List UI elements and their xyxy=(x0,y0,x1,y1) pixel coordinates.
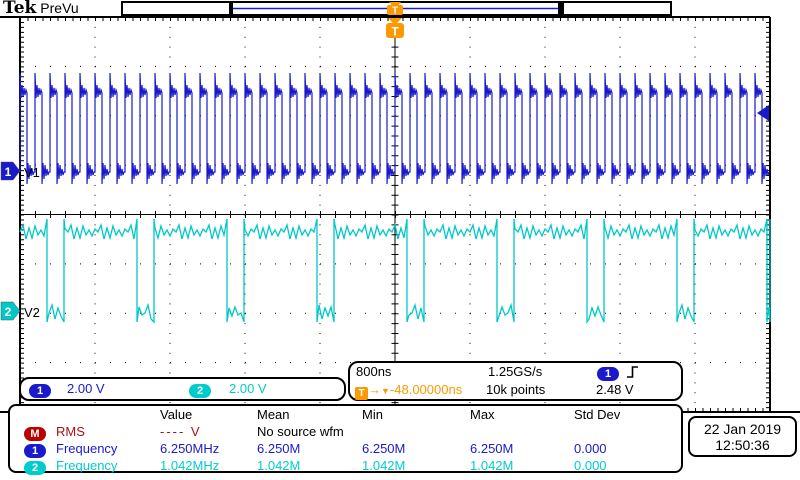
ch2-position-marker[interactable]: 2 xyxy=(0,301,21,321)
ch1-badge-icon: 1 xyxy=(24,444,46,458)
arrow-right-icon: → xyxy=(368,382,381,397)
record-length: 10k points xyxy=(486,382,546,397)
measurement-name: Frequency xyxy=(56,458,118,473)
window-bracket-right[interactable] xyxy=(558,2,564,15)
measurement-value: 1.042MHz xyxy=(160,458,220,473)
measurement-row-ch2-frequency[interactable]: 2 Frequency 1.042MHz 1.042M 1.042M 1.042… xyxy=(10,458,681,475)
horizontal-trigger-readout-box: 800ns 1.25GS/s 1 T →▼-48.00000ns 10k poin… xyxy=(348,361,683,401)
ch2-scale[interactable]: 2.00 V xyxy=(229,381,267,396)
trigger-position-value: -48.00000ns xyxy=(389,382,463,397)
trigger-position-flag-icon[interactable]: T xyxy=(387,2,403,17)
measurement-header-row: Value Mean Min Max Std Dev xyxy=(10,407,681,424)
triangle-down-icon: ▼ xyxy=(381,386,390,396)
ch2-waveform xyxy=(19,218,771,325)
top-bar: Tek PreVu xyxy=(3,0,79,18)
ch1-label: V1 xyxy=(24,165,40,180)
measurement-mean: 1.042M xyxy=(257,458,301,473)
measurement-value: 6.250MHz xyxy=(160,441,220,456)
date-label: 22 Jan 2019 xyxy=(703,421,782,437)
measurement-max: 1.042M xyxy=(470,458,514,473)
sample-rate: 1.25GS/s xyxy=(488,364,543,379)
svg-text:T: T xyxy=(392,6,398,17)
svg-text:2: 2 xyxy=(5,305,12,319)
trigger-slope-rising-icon xyxy=(627,366,638,378)
trigger-position-marker-icon[interactable]: T xyxy=(386,18,404,39)
trigger-source-badge-icon: 1 xyxy=(597,367,619,381)
ch2-label: V2 xyxy=(24,305,40,320)
col-header-stddev: Std Dev xyxy=(574,407,621,422)
measurement-row-rms[interactable]: M RMS ---- V No source wfm xyxy=(10,424,681,441)
datetime-box: 22 Jan 2019 12:50:36 xyxy=(688,416,797,457)
ch2-badge-icon: 2 xyxy=(189,384,211,398)
math-badge-icon: M xyxy=(24,427,46,441)
measurement-mean: 6.250M xyxy=(257,441,301,456)
measurement-table: Value Mean Min Max Std Dev M RMS ---- V … xyxy=(8,404,683,475)
tek-logo: Tek xyxy=(3,0,37,18)
trigger-position-readout: T →▼-48.00000ns xyxy=(355,382,462,400)
trigger-t-icon: T xyxy=(355,387,368,400)
window-bracket-left[interactable] xyxy=(229,2,233,15)
col-header-value: Value xyxy=(160,407,193,422)
measurement-min: 1.042M xyxy=(362,458,406,473)
col-header-max: Max xyxy=(470,407,495,422)
ch2-badge-icon: 2 xyxy=(24,461,46,475)
measurement-name: Frequency xyxy=(56,441,118,456)
svg-text:1: 1 xyxy=(5,165,12,179)
measurement-mean: No source wfm xyxy=(257,424,344,439)
col-header-mean: Mean xyxy=(257,407,290,422)
ch1-waveform xyxy=(19,72,770,185)
time-label: 12:50:36 xyxy=(715,437,770,453)
acquisition-mode-label: PreVu xyxy=(40,0,79,16)
measurement-stddev: 0.000 xyxy=(574,441,607,456)
ch1-badge-icon: 1 xyxy=(29,384,51,398)
svg-text:T: T xyxy=(391,25,399,39)
measurement-max: 6.250M xyxy=(470,441,514,456)
channel-readout-box: 1 2.00 V 2 2.00 V xyxy=(19,377,346,401)
measurement-name: RMS xyxy=(56,424,85,439)
measurement-stddev: 0.000 xyxy=(574,458,607,473)
measurement-value: ---- V xyxy=(160,424,202,439)
trigger-level-value[interactable]: 2.48 V xyxy=(596,382,634,397)
record-view-bar[interactable]: T xyxy=(121,1,672,17)
trigger-level-arrow-icon[interactable] xyxy=(757,105,769,121)
col-header-min: Min xyxy=(362,407,383,422)
ch1-scale[interactable]: 2.00 V xyxy=(67,381,105,396)
time-per-div[interactable]: 800ns xyxy=(356,364,392,379)
ch1-position-marker[interactable]: 1 xyxy=(0,161,21,181)
measurement-row-ch1-frequency[interactable]: 1 Frequency 6.250MHz 6.250M 6.250M 6.250… xyxy=(10,441,681,458)
measurement-min: 6.250M xyxy=(362,441,406,456)
